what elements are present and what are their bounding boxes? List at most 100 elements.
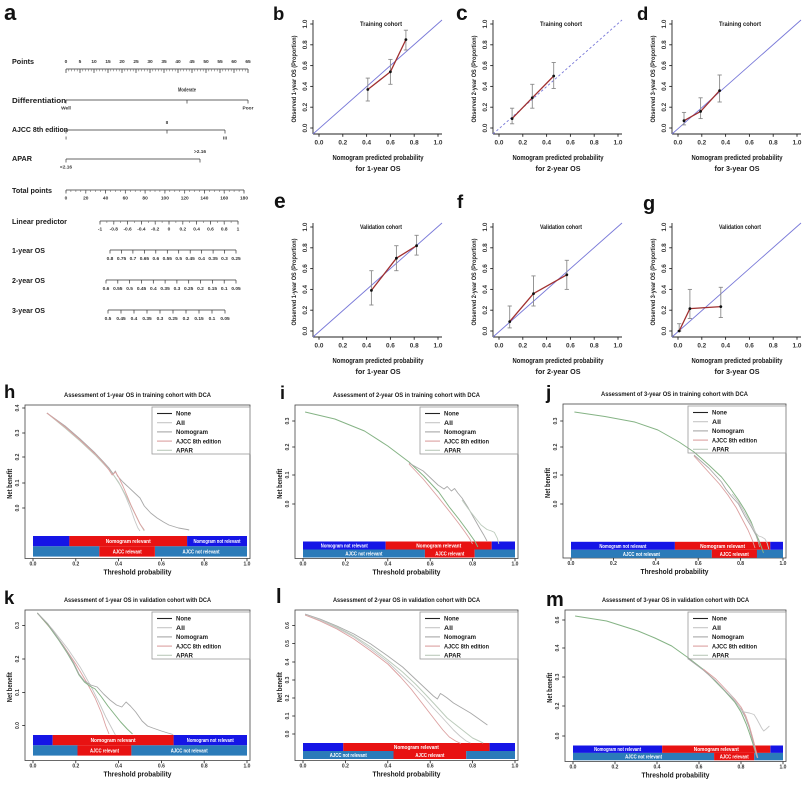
svg-text:Nomogram predicted probability: Nomogram predicted probability bbox=[513, 358, 604, 365]
svg-text:AJCC not relevant: AJCC not relevant bbox=[345, 552, 382, 558]
svg-text:1.0: 1.0 bbox=[793, 140, 802, 147]
svg-text:Nomogram: Nomogram bbox=[712, 634, 744, 641]
svg-text:1-year OS: 1-year OS bbox=[12, 246, 45, 255]
svg-text:0.4: 0.4 bbox=[362, 140, 371, 147]
svg-text:0.6: 0.6 bbox=[386, 140, 395, 147]
svg-text:Assessment of 2-year OS in tra: Assessment of 2-year OS in training coho… bbox=[333, 392, 480, 399]
svg-text:Nomogram not relevant: Nomogram not relevant bbox=[594, 747, 641, 753]
svg-text:0: 0 bbox=[65, 196, 68, 202]
svg-text:0.8: 0.8 bbox=[469, 764, 476, 770]
svg-text:0.2: 0.2 bbox=[553, 443, 559, 450]
svg-text:0.2: 0.2 bbox=[610, 561, 617, 567]
svg-text:3-year OS: 3-year OS bbox=[12, 306, 45, 315]
svg-text:All: All bbox=[176, 625, 185, 632]
svg-text:0.5: 0.5 bbox=[126, 286, 133, 292]
svg-text:0.4: 0.4 bbox=[661, 82, 668, 91]
svg-text:0.2: 0.2 bbox=[72, 562, 79, 568]
svg-text:c: c bbox=[456, 2, 468, 25]
svg-text:AJCC 8th edition: AJCC 8th edition bbox=[444, 643, 489, 650]
svg-text:0.1: 0.1 bbox=[553, 471, 559, 478]
svg-text:AJCC not relevant: AJCC not relevant bbox=[623, 552, 660, 558]
svg-text:1.0: 1.0 bbox=[482, 222, 489, 231]
svg-text:All: All bbox=[712, 625, 721, 632]
svg-text:Nomogram predicted probability: Nomogram predicted probability bbox=[333, 155, 424, 162]
svg-text:0.0: 0.0 bbox=[482, 326, 489, 335]
svg-text:2-year OS: 2-year OS bbox=[12, 276, 45, 285]
svg-text:l: l bbox=[276, 586, 282, 608]
svg-text:0.05: 0.05 bbox=[220, 316, 230, 322]
svg-text:0.6: 0.6 bbox=[566, 140, 575, 147]
svg-text:0.4: 0.4 bbox=[542, 343, 551, 350]
svg-text:0.0: 0.0 bbox=[30, 764, 37, 770]
svg-text:Assessment of 3-year OS in val: Assessment of 3-year OS in validation co… bbox=[602, 597, 749, 604]
svg-text:APAR: APAR bbox=[444, 448, 461, 455]
svg-text:0.4: 0.4 bbox=[302, 285, 309, 294]
svg-text:0.3: 0.3 bbox=[15, 622, 21, 629]
svg-text:None: None bbox=[444, 411, 459, 418]
svg-text:Nomogram predicted probability: Nomogram predicted probability bbox=[333, 358, 424, 365]
svg-text:0.55: 0.55 bbox=[163, 256, 173, 262]
svg-text:m: m bbox=[546, 589, 564, 611]
svg-text:1.0: 1.0 bbox=[434, 140, 443, 147]
svg-text:1.0: 1.0 bbox=[793, 343, 802, 350]
svg-text:0.6: 0.6 bbox=[695, 561, 702, 567]
svg-text:All: All bbox=[176, 420, 185, 427]
svg-text:0.6: 0.6 bbox=[482, 264, 489, 273]
svg-text:0.4: 0.4 bbox=[198, 256, 205, 262]
svg-text:0.0: 0.0 bbox=[15, 504, 21, 511]
svg-text:Assessment of 2-year OS in val: Assessment of 2-year OS in validation co… bbox=[333, 597, 480, 604]
svg-text:0.25: 0.25 bbox=[231, 256, 241, 262]
svg-text:AJCC relevant: AJCC relevant bbox=[113, 549, 142, 555]
svg-text:0.0: 0.0 bbox=[674, 140, 683, 147]
svg-text:0.2: 0.2 bbox=[661, 305, 668, 314]
svg-text:Net benefit: Net benefit bbox=[7, 468, 14, 499]
svg-text:e: e bbox=[274, 190, 286, 213]
svg-text:0.2: 0.2 bbox=[555, 702, 561, 709]
svg-text:1.0: 1.0 bbox=[780, 765, 787, 771]
svg-text:0.2: 0.2 bbox=[518, 343, 527, 350]
svg-text:None: None bbox=[444, 616, 459, 623]
svg-text:0.1: 0.1 bbox=[15, 689, 21, 696]
svg-text:0.4: 0.4 bbox=[285, 658, 291, 665]
svg-text:AJCC relevant: AJCC relevant bbox=[720, 552, 749, 558]
svg-text:I: I bbox=[65, 136, 67, 142]
svg-text:k: k bbox=[4, 587, 15, 608]
svg-text:0.6: 0.6 bbox=[158, 764, 165, 770]
svg-text:0.8: 0.8 bbox=[482, 243, 489, 252]
svg-text:0.25: 0.25 bbox=[168, 316, 178, 322]
svg-text:1.0: 1.0 bbox=[434, 343, 443, 350]
svg-text:AJCC relevant: AJCC relevant bbox=[90, 748, 119, 754]
svg-text:0.2: 0.2 bbox=[197, 286, 204, 292]
svg-text:0.0: 0.0 bbox=[302, 123, 309, 132]
svg-text:0.2: 0.2 bbox=[338, 140, 347, 147]
svg-text:AJCC 8th edition: AJCC 8th edition bbox=[176, 438, 221, 445]
svg-text:0.1: 0.1 bbox=[285, 712, 291, 719]
svg-text:for 3-year OS: for 3-year OS bbox=[715, 369, 760, 376]
svg-text:0.2: 0.2 bbox=[518, 140, 527, 147]
svg-text:0.4: 0.4 bbox=[482, 285, 489, 294]
svg-text:Threshold probability: Threshold probability bbox=[373, 772, 441, 779]
svg-text:0.15: 0.15 bbox=[208, 286, 218, 292]
svg-text:50: 50 bbox=[203, 59, 209, 65]
svg-text:for 3-year OS: for 3-year OS bbox=[715, 166, 760, 173]
svg-text:Training cohort: Training cohort bbox=[719, 21, 762, 28]
svg-text:0.4: 0.4 bbox=[115, 764, 122, 770]
svg-text:Nomogram predicted probability: Nomogram predicted probability bbox=[692, 358, 783, 365]
svg-text:0.0: 0.0 bbox=[15, 722, 21, 729]
svg-text:0.0: 0.0 bbox=[555, 732, 561, 739]
svg-text:40: 40 bbox=[175, 59, 181, 65]
svg-text:Threshold probability: Threshold probability bbox=[104, 570, 172, 577]
svg-text:0.0: 0.0 bbox=[285, 500, 291, 507]
svg-text:0.8: 0.8 bbox=[107, 256, 114, 262]
svg-text:Nomogram predicted probability: Nomogram predicted probability bbox=[513, 155, 604, 162]
svg-text:0.4: 0.4 bbox=[555, 644, 561, 651]
svg-text:0.4: 0.4 bbox=[302, 82, 309, 91]
svg-text:Net benefit: Net benefit bbox=[277, 672, 284, 703]
svg-text:APAR: APAR bbox=[444, 653, 461, 660]
svg-text:120: 120 bbox=[181, 196, 189, 202]
svg-text:0.6: 0.6 bbox=[745, 343, 754, 350]
svg-text:0.8: 0.8 bbox=[201, 764, 208, 770]
svg-text:40: 40 bbox=[103, 196, 109, 202]
svg-text:0.8: 0.8 bbox=[201, 562, 208, 568]
svg-text:Observed 1-year OS (Proportion: Observed 1-year OS (Proportion) bbox=[291, 36, 298, 123]
